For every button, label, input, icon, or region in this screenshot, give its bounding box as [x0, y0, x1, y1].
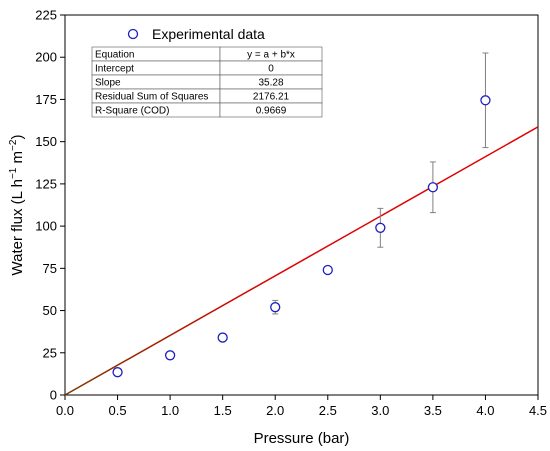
- y-axis-title: Water flux (L h−1 m−2): [8, 135, 26, 276]
- data-point: [217, 332, 228, 343]
- stats-key: R-Square (COD): [95, 106, 169, 117]
- stats-key: Equation: [95, 50, 134, 61]
- data-point: [480, 95, 491, 106]
- stats-row: Residual Sum of Squares 2176.21: [91, 88, 323, 104]
- y-tick-label: 175: [35, 92, 57, 107]
- y-tick-label: 25: [43, 345, 57, 360]
- data-point: [427, 182, 439, 193]
- stats-value: y = a + b*x: [247, 50, 295, 61]
- data-point: [112, 367, 123, 378]
- y-tick-label: 100: [35, 219, 57, 234]
- stats-value: 0.9669: [256, 106, 287, 117]
- x-axis-title: Pressure (bar): [254, 430, 350, 447]
- x-tick-label: 4.0: [476, 403, 494, 418]
- y-axis-ticks: 0 25 50 75 100 125 150 175 200 225: [35, 8, 65, 403]
- stats-row: R-Square (COD) 0.9669: [91, 102, 323, 118]
- data-point: [322, 264, 333, 276]
- y-axis-title-sup1: −1: [8, 167, 19, 179]
- x-tick-label: 2.0: [266, 403, 284, 418]
- y-tick-label: 225: [35, 8, 57, 23]
- data-points: [112, 95, 491, 378]
- plot-area: [64, 14, 539, 396]
- y-tick-label: 200: [35, 50, 57, 65]
- y-axis-title-mid: m: [9, 151, 26, 168]
- y-tick-label: 50: [43, 303, 57, 318]
- x-tick-label: 1.5: [214, 403, 232, 418]
- x-tick-label: 1.0: [161, 403, 179, 418]
- x-tick-label: 3.0: [371, 403, 389, 418]
- x-tick-label: 3.5: [424, 403, 442, 418]
- y-axis-title-sup2: −2: [8, 139, 19, 151]
- stats-row: Equation y = a + b*x: [91, 46, 323, 62]
- y-axis-title-end: ): [9, 135, 26, 140]
- x-tick-label: 0.5: [109, 403, 127, 418]
- stats-value: 35.28: [258, 78, 283, 89]
- x-tick-label: 0.0: [56, 403, 74, 418]
- y-tick-label: 125: [35, 176, 57, 191]
- stats-key: Slope: [95, 78, 121, 89]
- stats-value: 2176.21: [253, 92, 290, 103]
- legend: Experimental data: [127, 26, 265, 42]
- data-point: [375, 222, 386, 233]
- stats-key: Residual Sum of Squares: [95, 92, 208, 103]
- y-tick-label: 0: [50, 388, 57, 403]
- legend-label: Experimental data: [152, 26, 265, 42]
- stats-key: Intercept: [95, 64, 134, 75]
- x-axis-ticks: 0.0 0.5 1.0 1.5 2.0 2.5 3.0 3.5 4.0 4.5: [56, 395, 547, 418]
- y-tick-label: 75: [43, 261, 57, 276]
- stats-row: Intercept 0: [91, 60, 323, 76]
- x-tick-label: 4.5: [529, 403, 547, 418]
- fit-line: [64, 126, 539, 396]
- stats-value: 0: [268, 64, 274, 75]
- y-axis-title-main: Water flux (L h: [9, 179, 26, 275]
- legend-marker-icon: [127, 28, 139, 40]
- data-point: [164, 350, 176, 361]
- y-tick-label: 150: [35, 134, 57, 149]
- x-tick-label: 2.5: [319, 403, 337, 418]
- stats-row: Slope 35.28: [91, 74, 323, 90]
- data-point: [270, 302, 281, 313]
